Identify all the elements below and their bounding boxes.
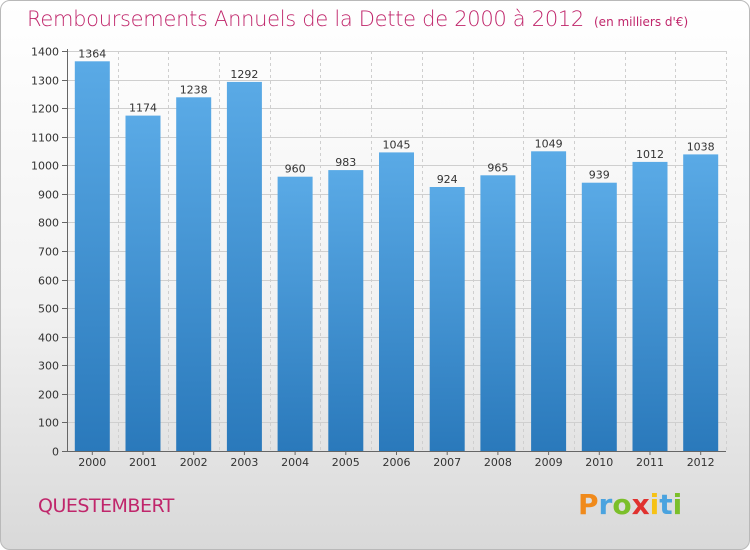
data-label: 960 bbox=[285, 163, 306, 176]
x-tick-label: 2004 bbox=[281, 456, 309, 469]
bar bbox=[429, 187, 465, 451]
logo-letter: i bbox=[672, 488, 683, 521]
data-label: 983 bbox=[335, 156, 356, 169]
logo-letter: P bbox=[578, 488, 599, 521]
logo-letter: x bbox=[631, 488, 650, 521]
y-tick-label: 400 bbox=[38, 332, 59, 345]
y-tick-label: 500 bbox=[38, 303, 59, 316]
y-tick-label: 1400 bbox=[31, 46, 59, 59]
y-tick-label: 1200 bbox=[31, 103, 59, 116]
bar bbox=[125, 115, 161, 451]
data-label: 1364 bbox=[78, 47, 106, 60]
x-tick-label: 2011 bbox=[636, 456, 664, 469]
bar bbox=[328, 170, 364, 451]
logo-letter: i bbox=[649, 488, 660, 521]
data-label: 1292 bbox=[230, 68, 258, 81]
bar bbox=[683, 154, 719, 451]
data-label: 1012 bbox=[636, 148, 664, 161]
bar bbox=[176, 97, 212, 452]
x-tick-label: 2000 bbox=[78, 456, 106, 469]
data-label: 1238 bbox=[180, 83, 208, 96]
logo-letter: o bbox=[612, 488, 632, 521]
data-label: 1049 bbox=[535, 137, 563, 150]
bar bbox=[581, 182, 617, 451]
y-tick-label: 600 bbox=[38, 275, 59, 288]
bar bbox=[277, 176, 313, 451]
y-tick-label: 100 bbox=[38, 417, 59, 430]
logo-letter: r bbox=[598, 488, 613, 521]
y-tick-label: 1300 bbox=[31, 75, 59, 88]
title-text: Remboursements Annuels de la Dette de 20… bbox=[27, 7, 584, 31]
bar bbox=[226, 81, 262, 452]
y-tick-label: 1100 bbox=[31, 132, 59, 145]
proxiti-logo[interactable]: Proxiti bbox=[578, 488, 682, 521]
data-label: 1174 bbox=[129, 102, 157, 115]
y-tick-label: 1000 bbox=[31, 160, 59, 173]
data-label: 939 bbox=[589, 169, 610, 182]
y-tick-label: 0 bbox=[52, 446, 59, 459]
city-name: QUESTEMBERT bbox=[38, 495, 174, 517]
y-tick-label: 300 bbox=[38, 360, 59, 373]
bar bbox=[632, 161, 668, 451]
x-tick-label: 2007 bbox=[433, 456, 461, 469]
data-label: 924 bbox=[437, 173, 458, 186]
y-tick-label: 900 bbox=[38, 189, 59, 202]
unit-text: (en milliers d'€) bbox=[594, 15, 689, 29]
chart-title: Remboursements Annuels de la Dette de 20… bbox=[27, 7, 688, 31]
data-label: 1045 bbox=[383, 138, 411, 151]
x-tick-label: 2002 bbox=[180, 456, 208, 469]
x-tick-label: 2008 bbox=[484, 456, 512, 469]
y-tick-label: 700 bbox=[38, 246, 59, 259]
bar bbox=[480, 175, 516, 452]
x-tick-label: 2001 bbox=[129, 456, 157, 469]
x-tick-label: 2010 bbox=[585, 456, 613, 469]
bar bbox=[531, 151, 567, 452]
data-label: 965 bbox=[487, 161, 508, 174]
y-tick-label: 800 bbox=[38, 217, 59, 230]
bar bbox=[379, 152, 414, 451]
x-tick-label: 2003 bbox=[230, 456, 258, 469]
x-tick-label: 2006 bbox=[383, 456, 411, 469]
bar bbox=[74, 61, 110, 452]
y-tick-label: 200 bbox=[38, 389, 59, 402]
x-tick-label: 2005 bbox=[332, 456, 360, 469]
data-label: 1038 bbox=[687, 140, 715, 153]
x-tick-label: 2009 bbox=[535, 456, 563, 469]
logo-letter: t bbox=[659, 488, 673, 521]
x-tick-label: 2012 bbox=[687, 456, 715, 469]
